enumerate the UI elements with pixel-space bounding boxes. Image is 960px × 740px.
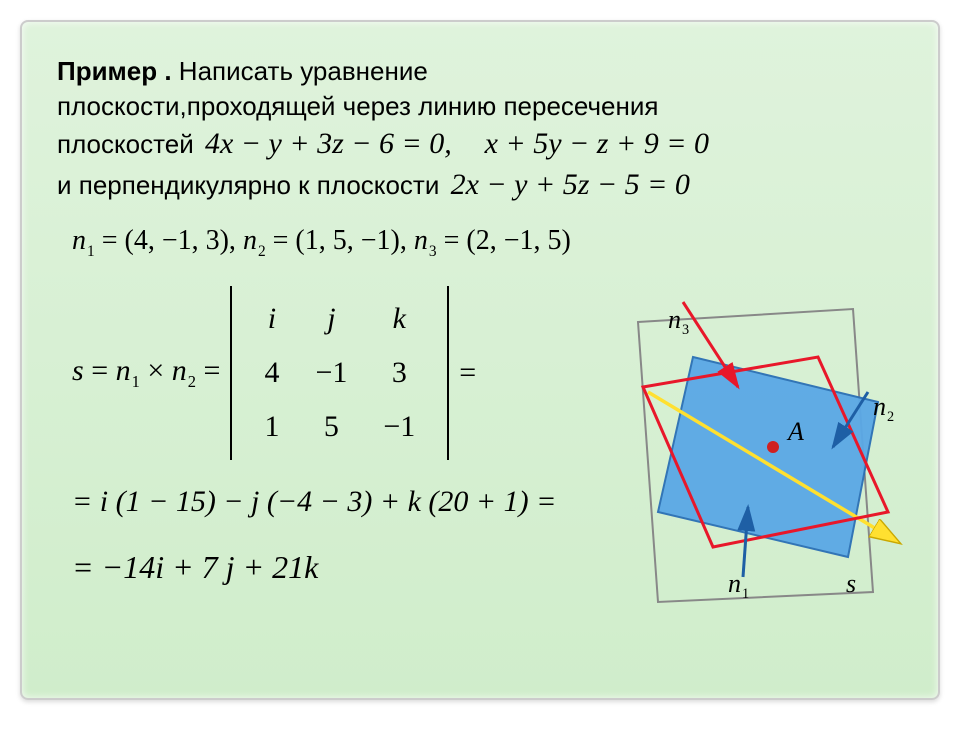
diagram: n3 n2 A n1 s (588, 287, 908, 607)
line2: плоскости,проходящей через линию пересеч… (57, 91, 658, 121)
times-sym: × (140, 354, 172, 387)
eq-c: = (459, 356, 476, 390)
det-32: 5 (297, 400, 365, 454)
n3-sub: 3 (429, 243, 437, 260)
n1-label: n (72, 225, 86, 256)
n2x: n (172, 354, 187, 387)
s-lhs: s (72, 354, 84, 387)
eq-b: = (196, 354, 220, 387)
slide-container: Пример . Написать уравнение плоскости,пр… (20, 20, 940, 700)
n2-label: n (243, 225, 257, 256)
problem-text: Пример . Написать уравнение плоскости,пр… (57, 54, 903, 205)
eq2: x + 5y − z + 9 = 0 (485, 124, 709, 165)
point-a (767, 441, 779, 453)
label-a: A (788, 417, 804, 447)
det-11: i (246, 292, 297, 346)
n1-val: = (4, −1, 3), (95, 225, 243, 256)
title-rest: Написать уравнение (172, 56, 428, 86)
line4-prefix: и перпендикулярно к плоскости (57, 170, 439, 200)
n3-label: n (414, 225, 428, 256)
det-33: −1 (365, 400, 433, 454)
n2-val: = (1, 5, −1), (266, 225, 414, 256)
determinant: i j k 4 −1 3 1 5 −1 (230, 286, 449, 460)
diagram-svg (588, 287, 908, 607)
n1x-sub: 1 (132, 372, 140, 391)
eq-a: = (84, 354, 116, 387)
n2x-sub: 2 (188, 372, 196, 391)
blue-plane (658, 357, 878, 557)
result-text: = −14i + 7 j + 21k (72, 549, 318, 585)
eq3: 2x − y + 5z − 5 = 0 (451, 165, 690, 206)
n3-val: = (2, −1, 5) (437, 225, 571, 256)
n1-sub: 1 (87, 243, 95, 260)
title-bold: Пример . (57, 56, 172, 86)
det-12: j (297, 292, 365, 346)
label-s: s (846, 569, 856, 599)
n2-sub: 2 (258, 243, 266, 260)
n1x: n (116, 354, 131, 387)
eq1: 4x − y + 3z − 6 = 0, (205, 124, 452, 165)
line3-prefix: плоскостей (57, 129, 194, 159)
label-n3: n3 (668, 305, 689, 339)
det-21: 4 (246, 346, 297, 400)
det-23: 3 (365, 346, 433, 400)
det-13: k (365, 292, 433, 346)
label-n2: n2 (873, 392, 894, 426)
det-22: −1 (297, 346, 365, 400)
label-n1: n1 (728, 569, 749, 603)
det-31: 1 (246, 400, 297, 454)
normals-row: n1 = (4, −1, 3), n2 = (1, 5, −1), n3 = (… (72, 225, 903, 261)
expand-text: = i (1 − 15) − j (−4 − 3) + k (20 + 1) = (72, 485, 556, 518)
